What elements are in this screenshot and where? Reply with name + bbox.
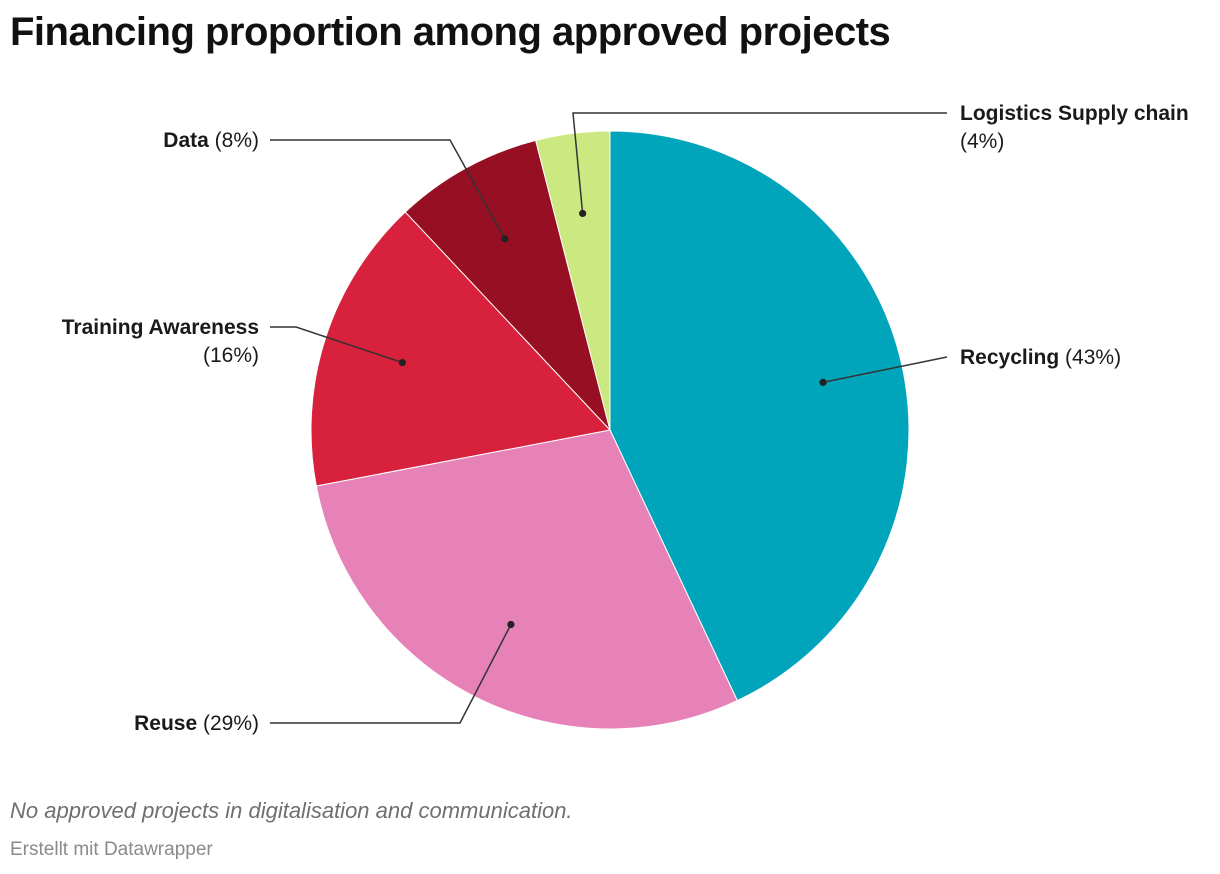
chart-title: Financing proportion among approved proj…: [10, 10, 891, 54]
slice-name: Recycling: [960, 346, 1059, 369]
chart-credit: Erstellt mit Datawrapper: [10, 839, 213, 860]
leader-line-recycling: [822, 356, 948, 384]
leader-dot-recycling: [819, 378, 827, 386]
leader-line-logistics-supply-chain: [572, 112, 947, 214]
slice-name: Training Awareness: [62, 316, 259, 339]
leader-lines: [270, 112, 948, 724]
slice-name: Data: [163, 129, 209, 152]
slice-percent: (16%): [203, 344, 259, 367]
slice-percent: (4%): [960, 130, 1004, 153]
slice-label-training-awareness: Training Awareness (16%): [62, 316, 259, 367]
leader-dot-reuse: [507, 620, 515, 629]
slice-labels: Recycling (43%) Reuse (29%) Training Aware…: [62, 102, 1189, 735]
pie-slice-recycling[interactable]: [609, 130, 910, 702]
leader-dot-data: [501, 235, 509, 243]
leader-dot-training-awareness: [398, 358, 407, 367]
pie-slices: [310, 130, 910, 730]
slice-label-logistics-supply-chain: Logistics Supply chain (4%): [960, 102, 1189, 153]
slice-percent: (43%): [1059, 346, 1121, 369]
leader-dot-logistics-supply-chain: [579, 209, 587, 218]
slice-label-reuse: Reuse (29%): [134, 712, 259, 735]
slice-name: Logistics Supply chain: [960, 102, 1189, 125]
slice-percent: (29%): [197, 712, 259, 735]
slice-name: Reuse: [134, 712, 197, 735]
pie-slice-logistics-supply-chain[interactable]: [535, 130, 611, 431]
slice-percent: (8%): [209, 129, 259, 152]
leader-line-data: [270, 139, 506, 240]
leader-line-training-awareness: [270, 326, 403, 364]
chart-note: No approved projects in digitalisation a…: [10, 798, 573, 823]
leader-line-reuse: [270, 624, 512, 724]
slice-label-data: Data (8%): [163, 129, 259, 152]
slice-label-recycling: Recycling (43%): [960, 346, 1121, 369]
